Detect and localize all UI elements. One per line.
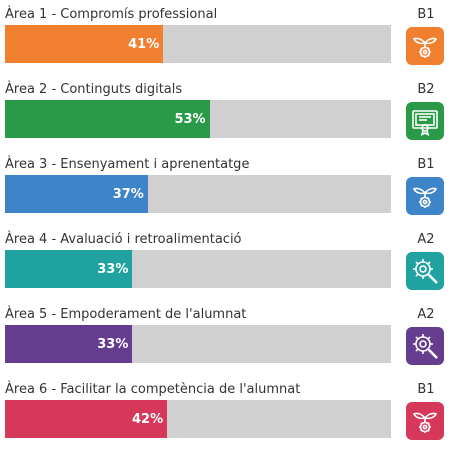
seedling-gear-icon <box>406 27 444 65</box>
area-label: Àrea 4 - Avaluació i retroalimentació <box>5 232 242 247</box>
progress-track: 42% <box>5 400 391 438</box>
progress-fill: 41% <box>5 25 164 63</box>
area-row-1: Àrea 1 - Compromís professional B1 41% <box>0 7 457 82</box>
level-badge-text: B1 <box>417 382 435 397</box>
gear-magnifier-icon <box>406 327 444 365</box>
area-row-5: Àrea 5 - Empoderament de l'alumnat A2 33… <box>0 307 457 382</box>
level-badge-text: B1 <box>417 157 435 172</box>
progress-track: 33% <box>5 325 391 363</box>
progress-track: 53% <box>5 100 391 138</box>
level-badge-text: B2 <box>417 82 435 97</box>
progress-fill: 33% <box>5 325 133 363</box>
area-row-2: Àrea 2 - Continguts digitals B2 53% <box>0 82 457 157</box>
area-row-4: Àrea 4 - Avaluació i retroalimentació A2… <box>0 232 457 307</box>
area-label: Àrea 3 - Ensenyament i aprenentatge <box>5 157 250 172</box>
progress-fill: 33% <box>5 250 133 288</box>
level-badge-text: B1 <box>417 7 435 22</box>
area-row-3: Àrea 3 - Ensenyament i aprenentatge B1 3… <box>0 157 457 232</box>
progress-percent: 37% <box>112 186 144 202</box>
level-badge-text: A2 <box>417 307 435 322</box>
area-label: Àrea 2 - Continguts digitals <box>5 82 183 97</box>
progress-percent: 33% <box>97 336 129 352</box>
progress-percent: 41% <box>128 36 160 52</box>
area-row-6: Àrea 6 - Facilitar la competència de l'a… <box>0 382 457 457</box>
progress-fill: 53% <box>5 100 210 138</box>
area-label: Àrea 6 - Facilitar la competència de l'a… <box>5 382 301 397</box>
level-badge-text: A2 <box>417 232 435 247</box>
seedling-gear-icon <box>406 177 444 215</box>
seedling-gear-icon <box>406 402 444 440</box>
certificate-icon <box>406 102 444 140</box>
progress-percent: 33% <box>97 261 129 277</box>
progress-fill: 42% <box>5 400 168 438</box>
area-label: Àrea 1 - Compromís professional <box>5 7 218 22</box>
gear-magnifier-icon <box>406 252 444 290</box>
progress-track: 41% <box>5 25 391 63</box>
progress-percent: 53% <box>174 111 206 127</box>
progress-track: 33% <box>5 250 391 288</box>
progress-percent: 42% <box>131 411 164 427</box>
progress-track: 37% <box>5 175 391 213</box>
progress-fill: 37% <box>5 175 148 213</box>
area-label: Àrea 5 - Empoderament de l'alumnat <box>5 307 247 322</box>
